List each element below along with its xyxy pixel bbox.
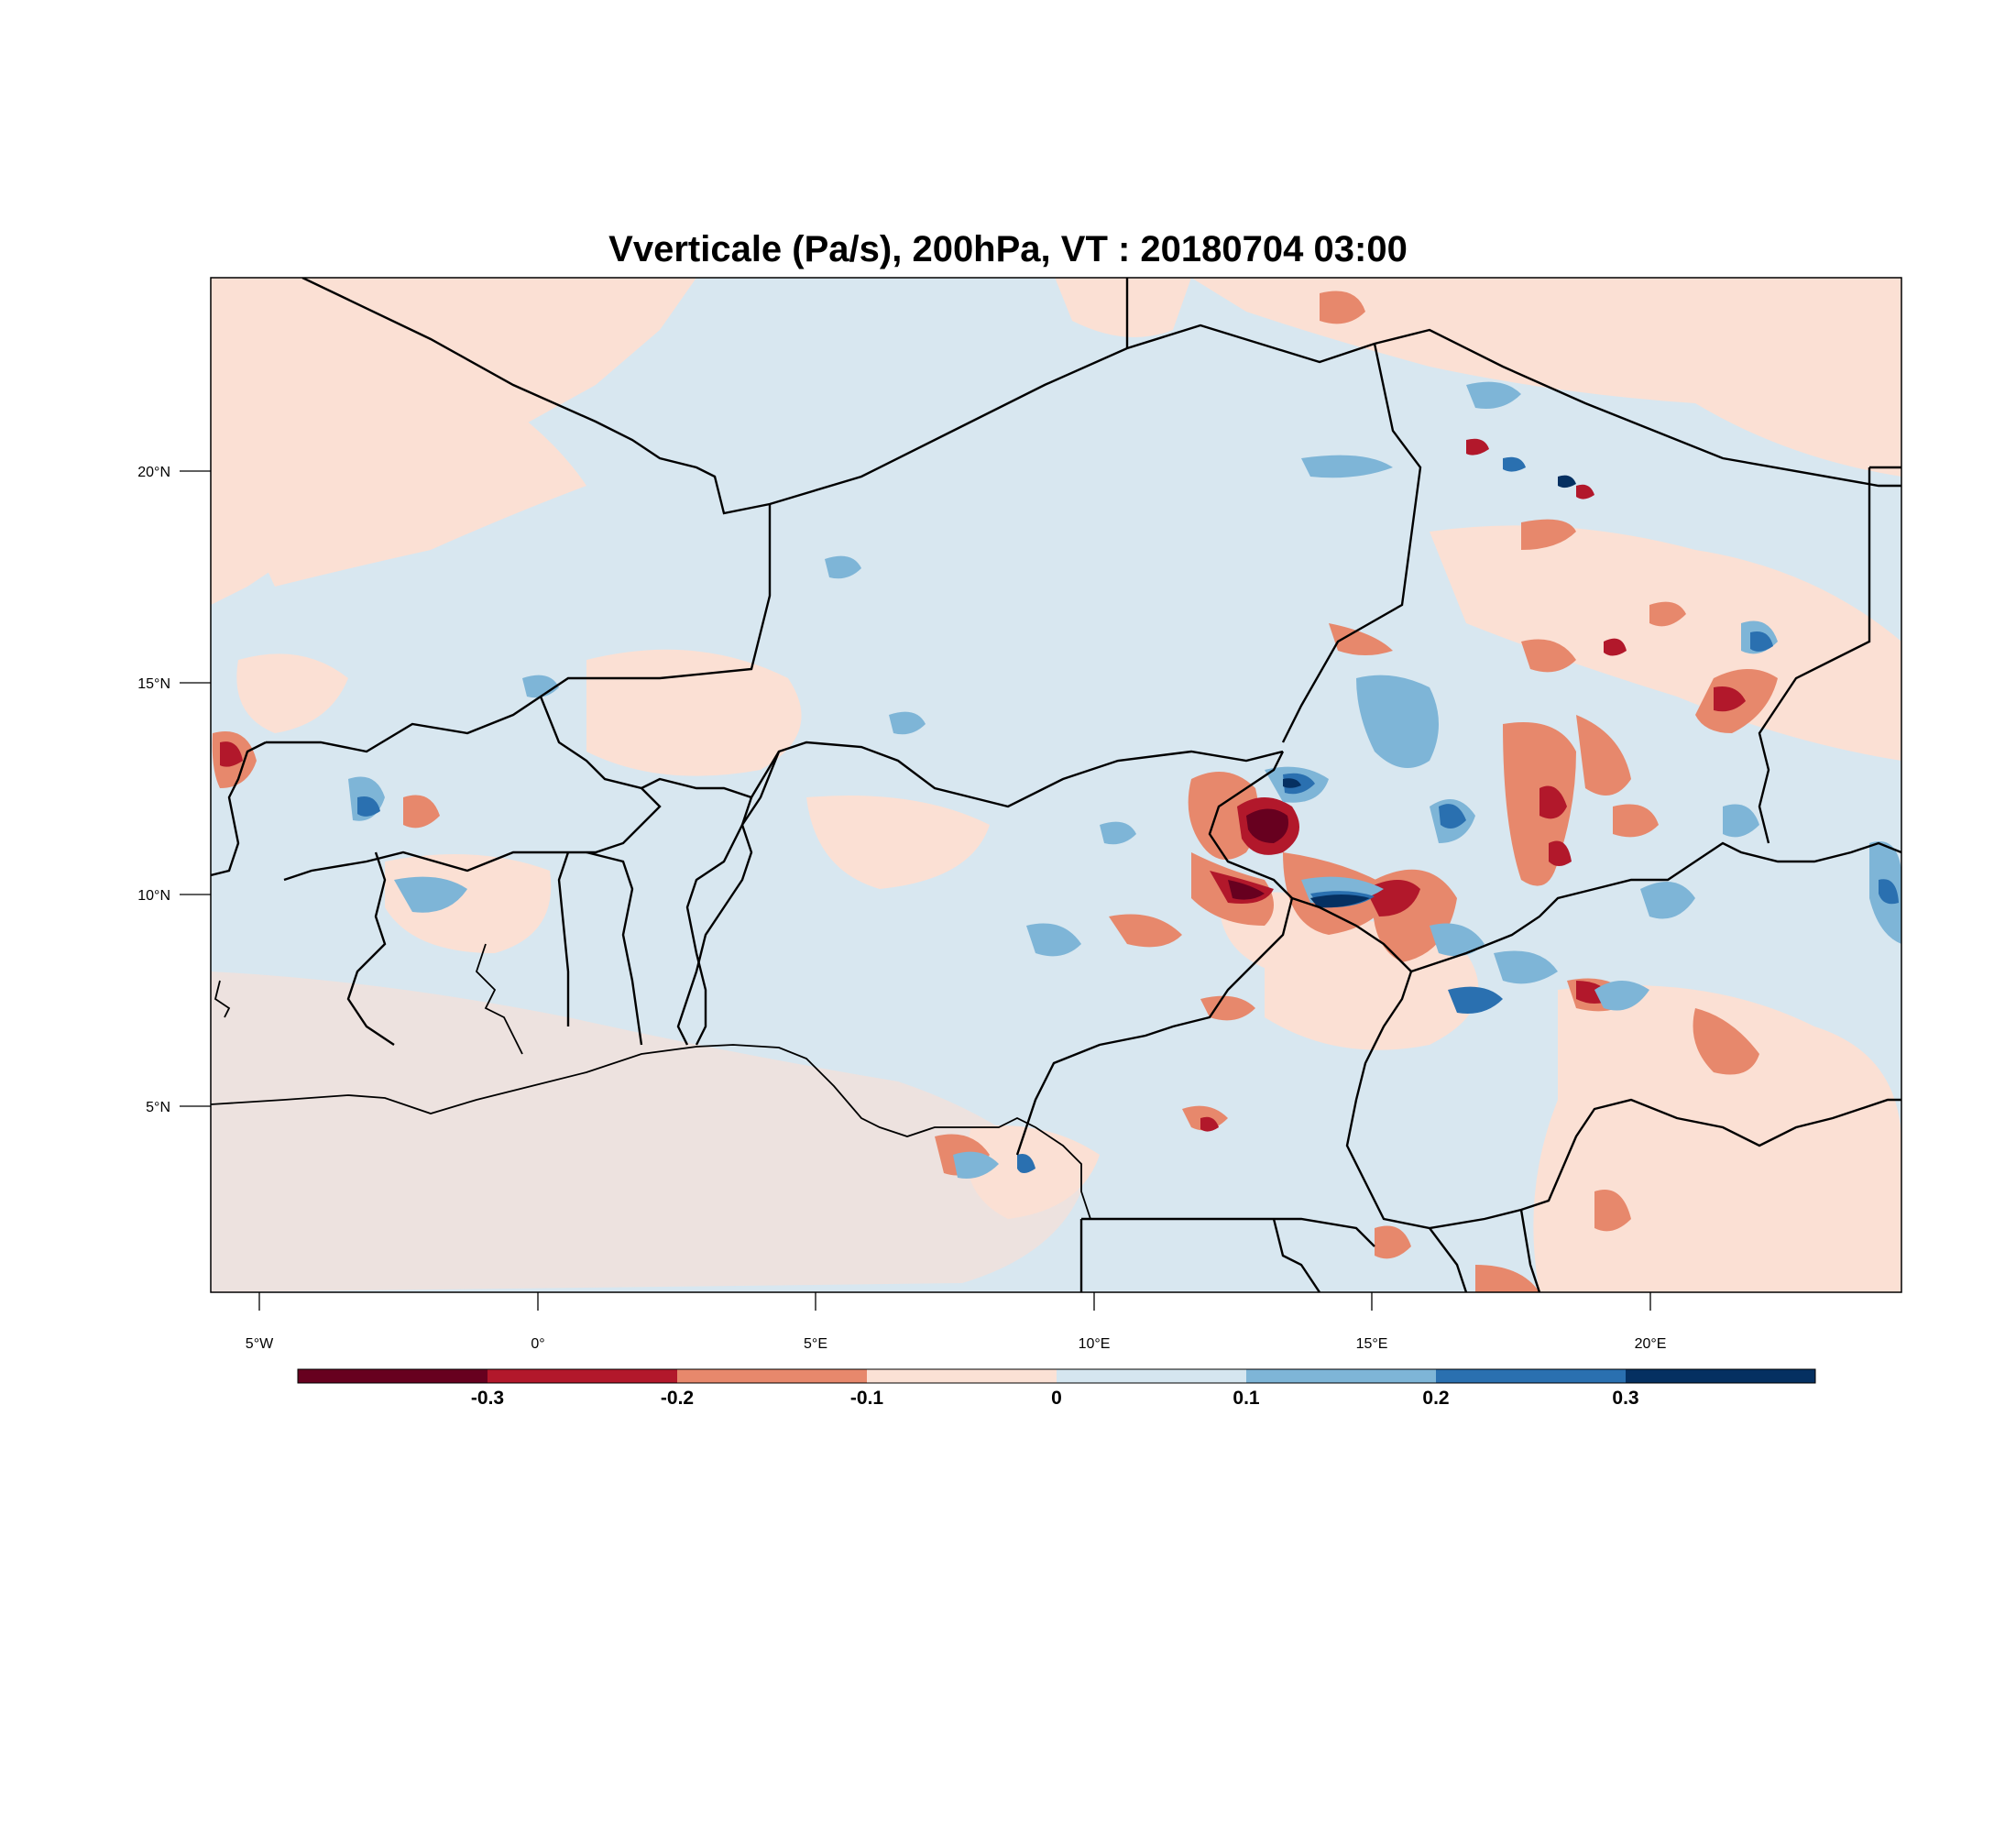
colorbar-swatch — [677, 1369, 867, 1383]
lon-tick-label: 5°E — [804, 1336, 827, 1352]
colorbar-label: 0.1 — [1233, 1388, 1260, 1409]
positive-strong-regions — [357, 456, 1899, 1173]
lat-axis: 20°N 15°N 10°N 5°N — [137, 465, 211, 1115]
colorbar-swatch — [298, 1369, 488, 1383]
colorbar-label: 0.3 — [1612, 1388, 1638, 1409]
lat-tick-label: 15°N — [137, 676, 170, 692]
colorbar-swatch — [867, 1369, 1057, 1383]
lon-axis: 5°W 0° 5°E 10°E 15°E 20°E — [246, 1292, 1667, 1352]
negative-weak-regions — [211, 278, 1901, 1292]
colorbar-label: 0 — [1051, 1388, 1062, 1409]
colorbar-label: -0.1 — [850, 1388, 884, 1409]
country-borders — [211, 278, 1901, 1292]
colorbar-swatch — [1626, 1369, 1815, 1383]
lon-tick-label: 5°W — [246, 1336, 274, 1352]
field-layer — [211, 278, 1901, 1292]
lon-tick-label: 20°E — [1635, 1336, 1667, 1352]
colorbar-label: 0.2 — [1422, 1388, 1449, 1409]
map-title: Vverticale (Pa/s), 200hPa, VT : 20180704… — [608, 229, 1408, 269]
colorbar-swatch — [1436, 1369, 1626, 1383]
lon-tick-label: 15°E — [1356, 1336, 1388, 1352]
colorbar-swatch — [1057, 1369, 1246, 1383]
coastline — [211, 943, 1091, 1220]
positive-extreme-regions — [1283, 475, 1576, 908]
map-frame — [210, 277, 1902, 1293]
negative-extreme-regions — [1228, 808, 1288, 900]
colorbar-swatch — [1246, 1369, 1436, 1383]
colorbar: -0.3 -0.2 -0.1 0 0.1 0.2 0.3 — [297, 1368, 1816, 1409]
lon-tick-label: 10°E — [1079, 1336, 1111, 1352]
lon-tick-label: 0° — [531, 1336, 544, 1352]
colorbar-label: -0.3 — [471, 1388, 504, 1409]
colorbar-swatch — [488, 1369, 677, 1383]
lat-tick-label: 5°N — [146, 1100, 170, 1115]
lat-tick-label: 20°N — [137, 465, 170, 480]
lat-tick-label: 10°N — [137, 888, 170, 904]
colorbar-label: -0.2 — [661, 1388, 694, 1409]
colorbar-outline — [297, 1368, 1816, 1384]
